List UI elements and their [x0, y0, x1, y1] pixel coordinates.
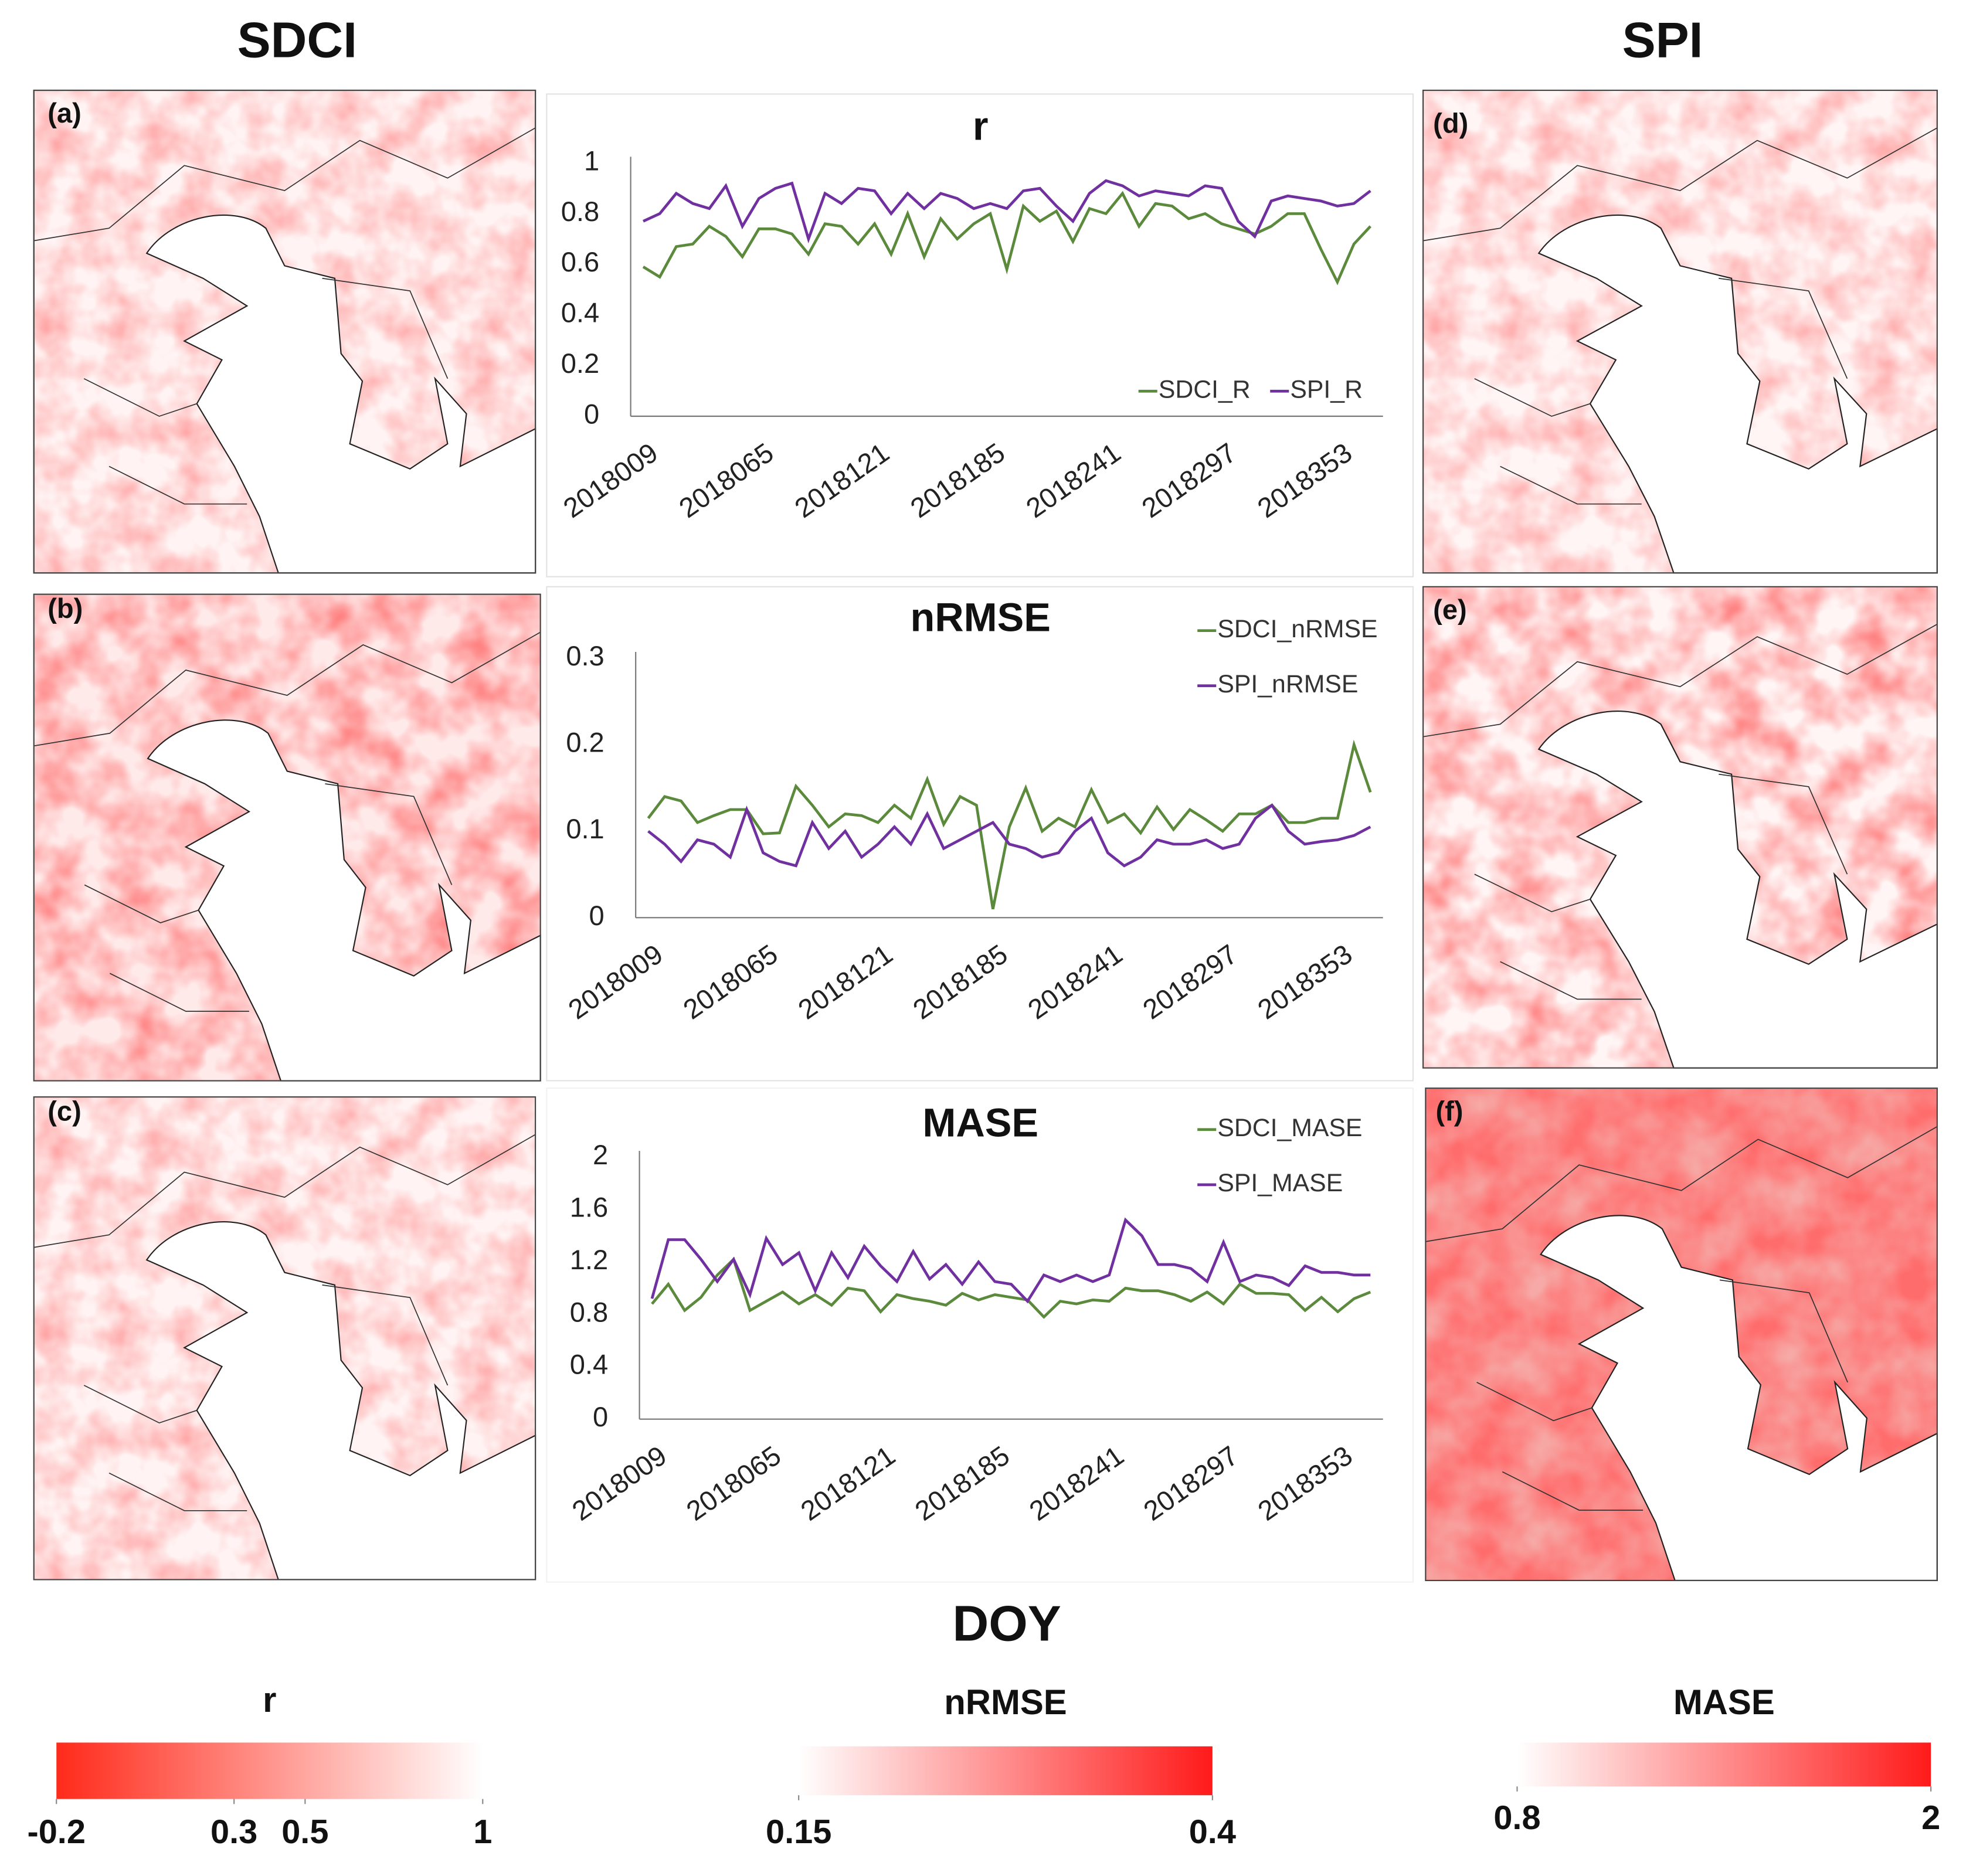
y-tick-label: 0.2: [561, 348, 599, 379]
data-line: [647, 803, 1371, 868]
chart-title: MASE: [922, 1100, 1038, 1145]
map: [1425, 1087, 1938, 1582]
x-tick-label: 2018297: [1138, 1440, 1243, 1527]
data-line: [643, 179, 1371, 244]
colorbar-tick-label: -0.2: [27, 1813, 85, 1851]
panel-label: (b): [47, 593, 83, 624]
x-tick-label: 2018185: [905, 437, 1010, 524]
column-title: SDCI: [237, 12, 357, 68]
colorbar-title: nRMSE: [944, 1683, 1067, 1722]
colorbar-tick-label: 2: [1921, 1799, 1940, 1837]
y-tick-label: 0.8: [561, 196, 599, 227]
panel-label: (e): [1433, 594, 1466, 625]
x-tick-label: 2018009: [566, 1440, 672, 1527]
x-tick-label: 2018065: [677, 938, 783, 1025]
x-axis-title: DOY: [952, 1596, 1061, 1651]
x-tick-label: 2018297: [1136, 437, 1241, 524]
x-tick-label: 2018121: [795, 1440, 901, 1527]
y-tick-label: 1.2: [570, 1244, 608, 1275]
panel-label: (f): [1435, 1095, 1463, 1126]
y-tick-label: 0.4: [570, 1349, 608, 1380]
x-tick-label: 2018009: [562, 938, 668, 1025]
colorbar-tick-label: 0.8: [1493, 1799, 1540, 1837]
legend-label: SPI_nRMSE: [1217, 670, 1358, 698]
legend-label: SDCI_R: [1159, 376, 1251, 404]
y-tick-label: 0.3: [566, 640, 604, 671]
data-line: [650, 1217, 1371, 1304]
x-tick-label: 2018121: [789, 437, 894, 524]
legend-label: SDCI_MASE: [1217, 1114, 1362, 1142]
colorbar: [56, 1742, 483, 1799]
map: [33, 593, 541, 1082]
x-tick-label: 2018241: [1022, 938, 1128, 1025]
column-title: SPI: [1622, 12, 1703, 68]
x-tick-label: 2018353: [1252, 437, 1357, 524]
chart-title: nRMSE: [911, 596, 1051, 640]
y-tick-label: 0.8: [570, 1296, 608, 1327]
colorbar-tick-label: 0.5: [281, 1813, 328, 1851]
data-line: [647, 739, 1372, 910]
colorbar: [1517, 1742, 1931, 1787]
x-tick-label: 2018241: [1024, 1440, 1129, 1527]
x-tick-label: 2018009: [558, 437, 663, 524]
legend-label: SDCI_nRMSE: [1217, 615, 1377, 643]
x-tick-label: 2018353: [1252, 1440, 1357, 1527]
x-tick-label: 2018353: [1252, 938, 1357, 1025]
colorbar-tick-label: 0.15: [766, 1813, 831, 1851]
x-tick-label: 2018121: [792, 938, 898, 1025]
map: [33, 89, 537, 574]
y-tick-label: 0: [589, 900, 605, 931]
y-tick-label: 2: [593, 1139, 608, 1170]
chart-title: r: [973, 104, 989, 148]
colorbar-tick-label: 0.4: [1189, 1813, 1236, 1851]
x-tick-label: 2018241: [1020, 437, 1126, 524]
legend-label: SPI_R: [1290, 376, 1363, 404]
y-tick-label: 1: [584, 145, 599, 176]
panel-label: (d): [1433, 107, 1468, 138]
map: [1422, 89, 1938, 574]
y-tick-label: 0.6: [561, 246, 599, 277]
colorbar-tick-label: 0.3: [210, 1813, 257, 1851]
chart-frame: [546, 1087, 1414, 1583]
chart-frame: [546, 93, 1414, 577]
x-tick-label: 2018065: [673, 437, 779, 524]
x-tick-label: 2018297: [1137, 938, 1242, 1025]
map: [1422, 586, 1938, 1069]
y-tick-label: 0.1: [566, 813, 604, 844]
colorbar-tick-label: 1: [473, 1813, 492, 1851]
colorbar-title: r: [263, 1680, 276, 1719]
x-tick-label: 2018185: [909, 1440, 1015, 1527]
legend-label: SPI_MASE: [1217, 1169, 1343, 1197]
colorbar: [799, 1746, 1213, 1796]
panel-label: (c): [47, 1095, 81, 1126]
y-tick-label: 0.2: [566, 727, 604, 758]
panel-label: (a): [47, 97, 81, 128]
x-tick-label: 2018065: [681, 1440, 786, 1527]
y-tick-label: 0: [593, 1401, 608, 1432]
y-tick-label: 0: [584, 398, 599, 429]
colorbar-title: MASE: [1673, 1683, 1775, 1722]
x-tick-label: 2018185: [907, 938, 1013, 1025]
y-tick-label: 0.4: [561, 297, 599, 328]
data-line: [651, 1256, 1371, 1319]
map: [33, 1096, 537, 1581]
chart-frame: [546, 586, 1414, 1082]
y-tick-label: 1.6: [570, 1192, 608, 1223]
